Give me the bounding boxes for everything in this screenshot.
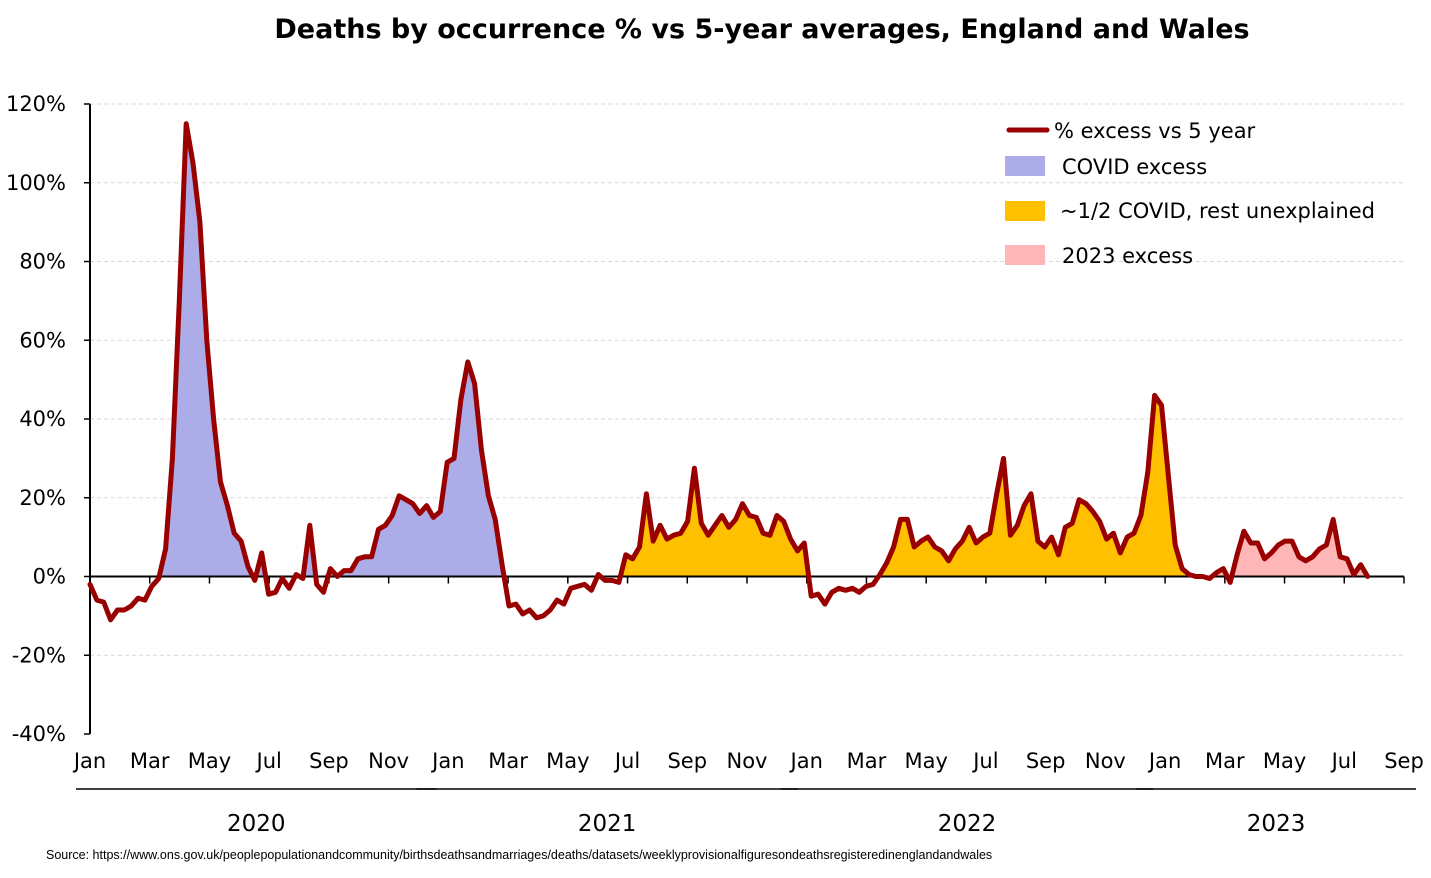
x-tick-label: Sep: [667, 749, 707, 773]
x-tick-label: May: [546, 749, 589, 773]
x-tick-label: Nov: [727, 749, 768, 773]
x-tick-label: Jan: [789, 749, 823, 773]
x-tick-label: Sep: [1026, 749, 1066, 773]
y-tick-label: 20%: [19, 486, 66, 510]
year-labels: 2020 2021 2022 2023: [76, 788, 1416, 837]
x-tick-label: Jan: [1147, 749, 1181, 773]
year-label: 2022: [938, 811, 997, 837]
x-tick-label: Mar: [130, 749, 170, 773]
legend-label-1: COVID excess: [1062, 155, 1207, 179]
y-tick-label: 120%: [6, 92, 66, 116]
legend-swatch-2: [1005, 201, 1045, 221]
x-tick-label: Nov: [1085, 749, 1126, 773]
area-2: [508, 395, 1189, 577]
y-tick-label: 60%: [19, 328, 66, 352]
x-tick-label: Jan: [72, 749, 106, 773]
x-tick-label: Jan: [430, 749, 464, 773]
y-tick-label: 80%: [19, 250, 66, 274]
x-tick-label: May: [1263, 749, 1306, 773]
chart-title: Deaths by occurrence % vs 5-year average…: [274, 14, 1250, 45]
x-tick-label: Jul: [971, 749, 998, 773]
source-note: Source: https://www.ons.gov.uk/peoplepop…: [46, 848, 993, 862]
axes: [84, 103, 1405, 735]
y-tick-label: 100%: [6, 171, 66, 195]
x-tick-label: May: [188, 749, 231, 773]
y-tick-label: -40%: [12, 722, 66, 746]
legend-swatch-3: [1005, 245, 1045, 265]
excess-line-path: [87, 121, 1371, 623]
year-label: 2023: [1247, 811, 1306, 837]
area-1: [90, 123, 503, 577]
x-tick-label: Sep: [309, 749, 349, 773]
x-tick-label: May: [904, 749, 947, 773]
x-tick-label: Jul: [255, 749, 282, 773]
legend-swatch-1: [1005, 156, 1045, 176]
legend-label-line: % excess vs 5 year: [1054, 119, 1256, 143]
year-label: 2020: [227, 811, 286, 837]
y-tick-label: 40%: [19, 407, 66, 431]
excess-line: [87, 121, 1371, 623]
year-label: 2021: [578, 811, 637, 837]
legend-label-2: ~1/2 COVID, rest unexplained: [1060, 199, 1375, 223]
legend-label-3: 2023 excess: [1062, 244, 1193, 268]
x-tick-label: Mar: [847, 749, 887, 773]
y-tick-label: 0%: [33, 565, 66, 589]
x-tick-label: Mar: [1205, 749, 1245, 773]
tick-labels: -40% -20% 0% 20% 40% 60% 80% 100% 120% Jan Mar May J…: [6, 92, 1424, 773]
shaded-areas: [90, 123, 1368, 577]
x-tick-label: Jul: [613, 749, 640, 773]
x-tick-label: Sep: [1384, 749, 1424, 773]
x-tick-label: Jul: [1330, 749, 1357, 773]
y-tick-label: -20%: [12, 643, 66, 667]
legend: % excess vs 5 year COVID excess ~1/2 COVID…: [1005, 119, 1375, 268]
x-tick-label: Nov: [368, 749, 409, 773]
x-tick-label: Mar: [488, 749, 528, 773]
gridlines: [90, 103, 1404, 656]
